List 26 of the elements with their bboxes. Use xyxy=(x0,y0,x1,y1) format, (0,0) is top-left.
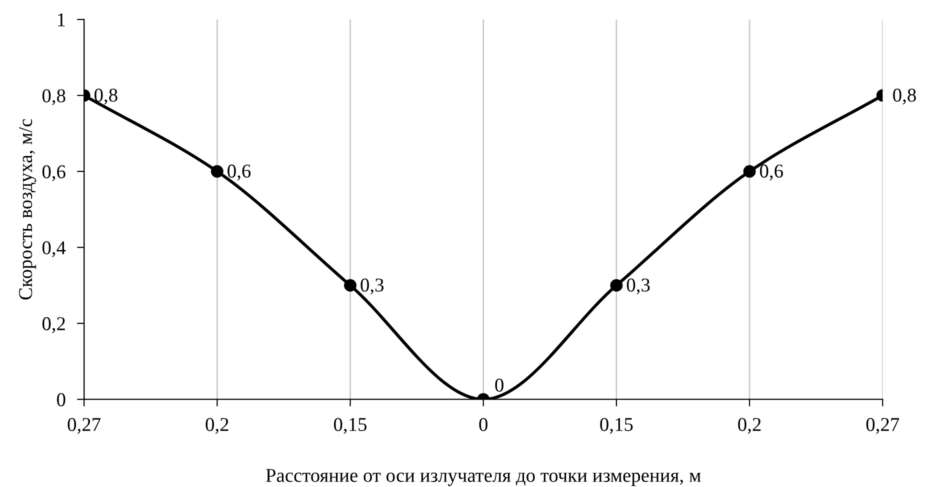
y-tick-label: 0,2 xyxy=(42,317,65,334)
x-tick-label: 0,15 xyxy=(334,418,367,434)
y-tick-label: 0,8 xyxy=(42,89,66,106)
point xyxy=(210,165,224,178)
data-label: 0,3 xyxy=(360,278,384,294)
data-label: 0,6 xyxy=(760,164,783,180)
data-label: 0,6 xyxy=(228,164,251,180)
data-label: 0,8 xyxy=(94,88,118,105)
x-axis-title: Расстояние от оси излучателя до точки измерения, м xyxy=(266,469,701,486)
y-tick-label: 0 xyxy=(57,393,66,406)
data-label: 0,8 xyxy=(893,88,916,105)
x-tick-label: 0,15 xyxy=(600,418,633,434)
y-tick-label: 1 xyxy=(58,13,65,26)
y-axis-title: Скорость воздуха, м/с xyxy=(19,119,36,300)
data-label: 0,3 xyxy=(626,278,650,294)
x-tick-label: 0,2 xyxy=(206,418,228,434)
y-tick-label: 0,6 xyxy=(42,165,66,182)
point xyxy=(610,279,623,292)
x-tick-label: 0,27 xyxy=(866,418,900,434)
x-tick-label: 0,2 xyxy=(738,418,761,434)
x-tick-label: 0 xyxy=(479,418,488,432)
point xyxy=(743,165,756,178)
x-tick-label: 0,27 xyxy=(68,418,101,434)
point xyxy=(344,279,356,292)
data-label: 0 xyxy=(495,378,504,392)
y-tick-label: 0,4 xyxy=(42,241,66,258)
